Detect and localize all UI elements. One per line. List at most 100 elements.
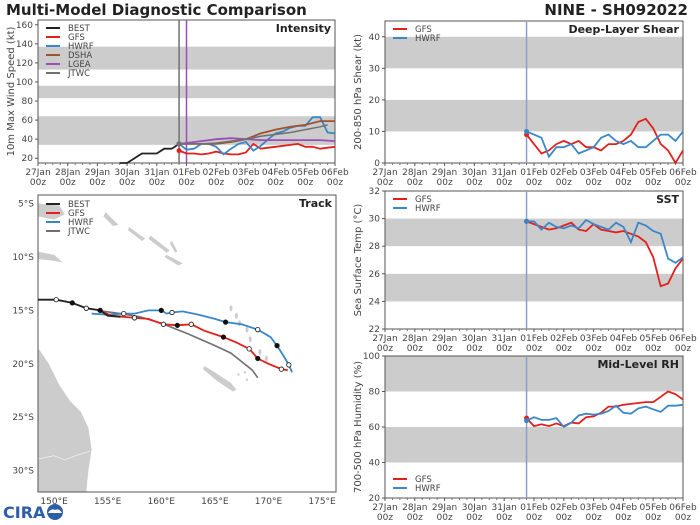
x-tick-label-hour: 00z	[586, 178, 602, 188]
x-tick-label-hour: 00z	[526, 178, 542, 188]
x-tick-label-date: 05Feb	[640, 334, 668, 344]
island	[128, 227, 146, 241]
chart-sst: 22242628303227Jan00z28Jan00z29Jan00z30Ja…	[353, 187, 697, 354]
track-marker	[169, 309, 175, 316]
australia-land	[38, 347, 92, 492]
x-tick-label-date: 04Feb	[610, 503, 638, 513]
lat-tick-label: 15°S	[12, 306, 34, 316]
x-tick-label-date: 04Feb	[610, 168, 638, 178]
panel-title: Intensity	[276, 22, 331, 35]
x-tick-label-hour: 00z	[645, 513, 661, 523]
y-tick-label: 20	[369, 96, 381, 106]
loyalty-island	[237, 373, 240, 376]
vanuatu-island	[234, 312, 238, 319]
x-tick-label-date: 06Feb	[669, 503, 697, 513]
lat-tick-label: 25°S	[12, 413, 34, 423]
lon-tick-label: 170°E	[255, 497, 283, 507]
x-tick-label-hour: 00z	[675, 344, 691, 354]
panel-title: Track	[299, 197, 333, 210]
new-guinea-land	[38, 203, 65, 220]
y-tick-label: 22	[369, 325, 380, 335]
panel-title: SST	[656, 193, 679, 206]
x-tick-label-date: 02Feb	[550, 168, 578, 178]
map-frame	[37, 194, 337, 493]
legend-label: HWRF	[415, 484, 441, 494]
x-tick-label-hour: 00z	[327, 178, 343, 188]
track-marker	[174, 322, 180, 328]
x-tick-label-hour: 00z	[615, 178, 631, 188]
y-tick-label: 40	[22, 135, 34, 145]
x-tick-label-hour: 00z	[586, 513, 602, 523]
x-tick-label-hour: 00z	[556, 178, 572, 188]
y-tick-label: 60	[369, 423, 381, 433]
new-caledonia-land	[203, 365, 237, 392]
x-tick-label-date: 28Jan	[55, 168, 80, 178]
series-line-hwrf	[526, 130, 684, 159]
lat-tick-label: 5°S	[18, 200, 34, 210]
x-tick-label-date: 04Feb	[610, 334, 638, 344]
series-line-lgea	[178, 137, 336, 145]
lon-tick-label: 150°E	[40, 497, 68, 507]
series-start-point	[176, 148, 182, 154]
x-tick-label-date: 31Jan	[492, 168, 517, 178]
y-tick-label: 0	[374, 159, 380, 169]
island	[148, 235, 170, 253]
state-border	[38, 451, 90, 461]
y-tick-label: 32	[369, 187, 380, 197]
track-marker	[220, 334, 227, 340]
cira-logo: CIRA	[3, 503, 63, 522]
series-start-point	[524, 418, 530, 424]
legend-label: GFS	[68, 209, 85, 219]
y-tick-label: 40	[369, 33, 381, 43]
shaded-band	[385, 356, 683, 392]
lon-tick-label: 155°E	[94, 497, 122, 507]
png-tip-land	[38, 251, 63, 263]
legend-label: JTWC	[67, 227, 90, 237]
track-marker	[286, 362, 292, 368]
cira-logo-text: CIRA	[3, 503, 46, 522]
legend-label: HWRF	[415, 34, 441, 44]
x-tick-label-date: 28Jan	[402, 334, 427, 344]
x-tick-label-date: 28Jan	[402, 168, 427, 178]
series-line-gfs	[526, 220, 684, 288]
track-line-hwrf	[91, 309, 293, 373]
x-tick-label-date: 27Jan	[372, 334, 397, 344]
x-tick-label-date: 27Jan	[372, 168, 397, 178]
x-tick-label-date: 01Feb	[173, 168, 201, 178]
y-axis-label: 200-850 hPa Shear (kt)	[353, 34, 364, 150]
x-tick-label-date: 27Jan	[372, 503, 397, 513]
x-tick-label-date: 31Jan	[144, 168, 169, 178]
series-line-jtwc	[179, 124, 328, 145]
y-tick-label: 24	[369, 297, 381, 307]
y-tick-label: 28	[369, 242, 381, 252]
loyalty-island	[243, 371, 247, 374]
track-marker	[69, 300, 75, 306]
x-tick-label-date: 29Jan	[432, 503, 457, 513]
track-marker	[255, 355, 261, 362]
storm-id: NINE - SH092022	[544, 1, 688, 19]
island	[169, 240, 178, 253]
x-tick-label-date: 28Jan	[402, 503, 427, 513]
track-marker	[246, 346, 252, 352]
track-marker	[278, 366, 284, 372]
vanuatu-island	[248, 336, 252, 343]
series-line-best	[119, 143, 180, 164]
x-tick-label-hour: 00z	[30, 178, 46, 188]
y-tick-label: 26	[369, 270, 381, 280]
x-tick-label-date: 30Jan	[114, 168, 139, 178]
y-tick-label: 140	[16, 40, 33, 50]
x-tick-label-date: 02Feb	[550, 503, 578, 513]
lat-tick-label: 20°S	[12, 360, 34, 370]
legend-label: GFS	[415, 475, 432, 485]
x-tick-label-date: 02Feb	[550, 334, 578, 344]
x-tick-label-hour: 00z	[297, 178, 313, 188]
island	[164, 254, 183, 266]
track-marker	[160, 321, 167, 327]
x-tick-label-date: 01Feb	[520, 168, 548, 178]
x-tick-label-date: 30Jan	[462, 168, 487, 178]
y-tick-label: 20	[22, 154, 34, 164]
land-layer	[38, 203, 268, 492]
x-tick-label-date: 02Feb	[203, 168, 231, 178]
vanuatu-island	[258, 349, 262, 356]
series-line-hwrf	[526, 218, 684, 264]
